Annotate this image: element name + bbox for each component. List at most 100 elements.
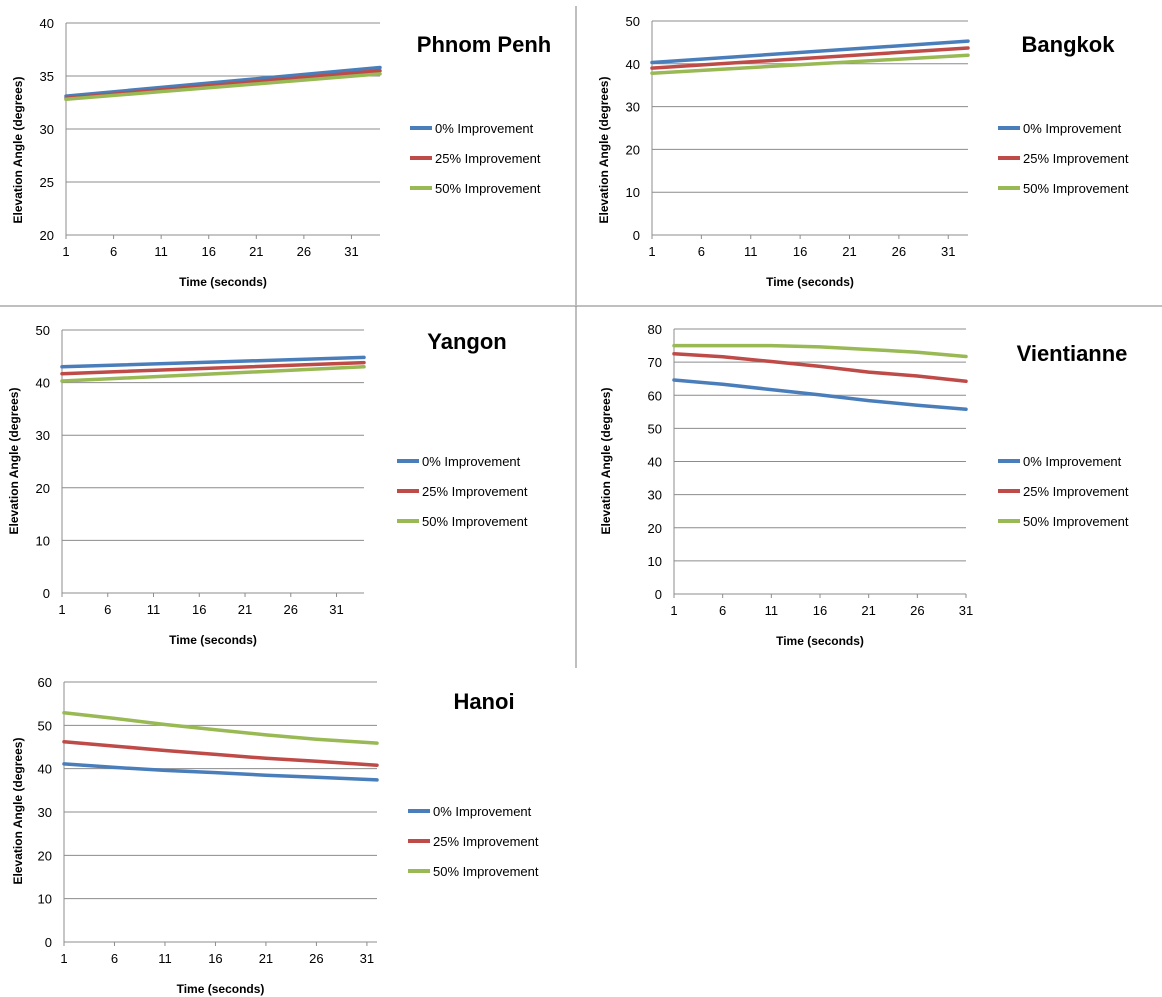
chart5-x-tick-label: 16 — [208, 951, 222, 966]
chart2-y-tick-label: 20 — [626, 142, 640, 157]
chart1-x-tick-label: 26 — [297, 244, 311, 259]
chart5-legend-label-3: 50% Improvement — [433, 864, 539, 879]
chart2-x-axis-label: Time (seconds) — [766, 275, 854, 289]
chart3-x-tick-label: 16 — [192, 602, 206, 617]
chart5-y-tick-label: 20 — [38, 848, 52, 863]
chart3-x-tick-label: 11 — [147, 602, 161, 617]
chart5-y-tick-label: 40 — [38, 762, 52, 777]
chart3-series-line-1 — [60, 355, 366, 369]
chart1-title: Phnom Penh — [417, 32, 551, 57]
chart2-series-line-1 — [650, 39, 970, 65]
chart4-y-tick-label: 0 — [655, 587, 662, 602]
chart5-x-tick-label: 11 — [158, 951, 172, 966]
chart5-y-tick-label: 50 — [38, 718, 52, 733]
chart3-y-tick-label: 50 — [36, 323, 50, 338]
chart2-legend-label-3: 50% Improvement — [1023, 181, 1129, 196]
chart3-x-tick-label: 26 — [284, 602, 298, 617]
chart1-legend-label-2: 25% Improvement — [435, 151, 541, 166]
chart3-y-tick-label: 0 — [43, 586, 50, 601]
chart2-x-tick-label: 31 — [941, 244, 955, 259]
chart4-x-axis-label: Time (seconds) — [776, 634, 864, 648]
chart1-x-tick-label: 11 — [154, 244, 168, 259]
chart5-x-tick-label: 31 — [360, 951, 374, 966]
chart4-x-tick-label: 21 — [861, 603, 875, 618]
chart2-x-tick-label: 6 — [698, 244, 705, 259]
chart1-legend-label-1: 0% Improvement — [435, 121, 534, 136]
chart4-y-tick-label: 50 — [648, 421, 662, 436]
chart2-x-tick-label: 11 — [744, 244, 758, 259]
chart5-legend-label-1: 0% Improvement — [433, 804, 532, 819]
chart4-y-tick-label: 60 — [648, 388, 662, 403]
chart3-legend-label-2: 25% Improvement — [422, 484, 528, 499]
chart2-y-tick-label: 10 — [626, 185, 640, 200]
chart1-x-tick-label: 21 — [249, 244, 263, 259]
chart4-x-tick-label: 1 — [670, 603, 677, 618]
chart1-y-tick-label: 20 — [40, 228, 54, 243]
chart4-series-line-2 — [672, 352, 968, 384]
chart1-y-tick-label: 25 — [40, 175, 54, 190]
chart4-legend-label-1: 0% Improvement — [1023, 454, 1122, 469]
chart5-series-line-3 — [62, 711, 379, 745]
chart1-x-tick-label: 31 — [344, 244, 358, 259]
chart4-y-tick-label: 40 — [648, 455, 662, 470]
chart1-legend-label-3: 50% Improvement — [435, 181, 541, 196]
chart1-x-axis-label: Time (seconds) — [179, 275, 267, 289]
chart5-y-tick-label: 60 — [38, 675, 52, 690]
chart2-x-tick-label: 16 — [793, 244, 807, 259]
chart5-y-axis-label: Elevation Angle (degrees) — [11, 738, 25, 885]
chart1-x-tick-label: 16 — [201, 244, 215, 259]
chart2-legend-label-2: 25% Improvement — [1023, 151, 1129, 166]
chart5-y-tick-label: 10 — [38, 892, 52, 907]
chart5-series-line-2 — [62, 740, 379, 767]
chart3-series-line-2 — [60, 360, 366, 376]
chart2-y-tick-label: 40 — [626, 57, 640, 72]
chart5-x-axis-label: Time (seconds) — [177, 982, 265, 996]
chart4-y-tick-label: 70 — [648, 355, 662, 370]
chart3-legend-label-1: 0% Improvement — [422, 454, 521, 469]
chart1-y-tick-label: 30 — [40, 122, 54, 137]
chart5-series-line-1 — [62, 762, 379, 782]
chart4-y-tick-label: 30 — [648, 488, 662, 503]
chart2-y-axis-label: Elevation Angle (degrees) — [597, 77, 611, 224]
chart2-y-tick-label: 50 — [626, 14, 640, 29]
chart3-y-tick-label: 30 — [36, 428, 50, 443]
chart2-series-line-3 — [650, 53, 970, 75]
chart3-y-axis-label: Elevation Angle (degrees) — [7, 388, 21, 535]
chart3-y-tick-label: 40 — [36, 376, 50, 391]
chart1-y-axis-label: Elevation Angle (degrees) — [11, 77, 25, 224]
chart1-y-tick-label: 35 — [40, 69, 54, 84]
chart5-x-tick-label: 6 — [111, 951, 118, 966]
chart1-x-tick-label: 6 — [110, 244, 117, 259]
chart5-x-tick-label: 26 — [309, 951, 323, 966]
chart2-series-line-2 — [650, 46, 970, 70]
chart3-y-tick-label: 10 — [36, 533, 50, 548]
chart4-x-tick-label: 16 — [813, 603, 827, 618]
chart4-y-tick-label: 20 — [648, 521, 662, 536]
chart4-y-tick-label: 80 — [648, 322, 662, 337]
chart1-series-line-3 — [64, 72, 382, 102]
chart3-title: Yangon — [427, 329, 506, 354]
chart4-legend-label-3: 50% Improvement — [1023, 514, 1129, 529]
chart4-x-tick-label: 11 — [765, 603, 779, 618]
chart3-x-tick-label: 21 — [238, 602, 252, 617]
chart3-series-line-3 — [60, 365, 366, 383]
chart4-x-tick-label: 6 — [719, 603, 726, 618]
chart5-legend-label-2: 25% Improvement — [433, 834, 539, 849]
chart2-x-tick-label: 26 — [892, 244, 906, 259]
chart5-x-tick-label: 1 — [60, 951, 67, 966]
chart4-series-line-3 — [672, 343, 968, 359]
chart3-legend-label-3: 50% Improvement — [422, 514, 528, 529]
chart2-title: Bangkok — [1022, 32, 1116, 57]
chart5-title: Hanoi — [453, 689, 514, 714]
chart5-y-tick-label: 30 — [38, 805, 52, 820]
chart4-legend-label-2: 25% Improvement — [1023, 484, 1129, 499]
chart1-y-tick-label: 40 — [40, 16, 54, 31]
chart3-x-tick-label: 1 — [58, 602, 65, 617]
chart4-y-tick-label: 10 — [648, 554, 662, 569]
chart2-legend-label-1: 0% Improvement — [1023, 121, 1122, 136]
chart3-y-tick-label: 20 — [36, 481, 50, 496]
chart4-series-line-1 — [672, 378, 968, 411]
chart5-x-tick-label: 21 — [259, 951, 273, 966]
chart4-title: Vientianne — [1017, 341, 1128, 366]
